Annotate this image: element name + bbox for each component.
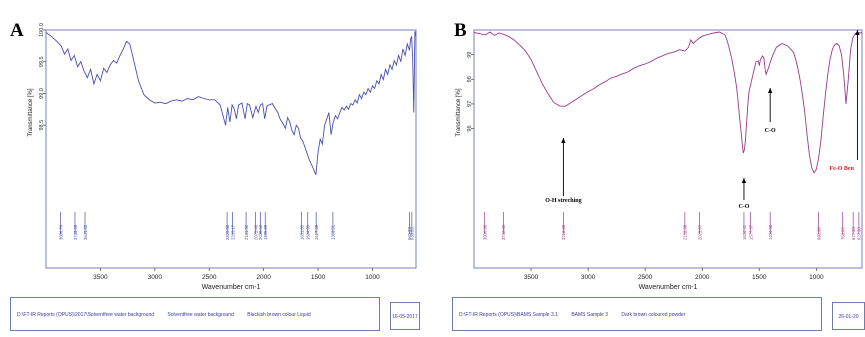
peak-label: 2285.17 xyxy=(230,224,235,240)
x-axis-label: Wavenumber cm-1 xyxy=(202,284,261,291)
panel-a-footer-path: D:\FT-IR Reports (OPUS)\2017\Solventfree… xyxy=(17,312,155,318)
panel-b: 99 98 97 96 3500 3000 2500 2000 1500 1000 Wavenumb… xyxy=(446,0,865,337)
x-tick-label: 3000 xyxy=(148,274,163,281)
y-tick-label: 98 xyxy=(467,76,473,82)
panel-b-footer: D:\FT-IR Reports (OPUS)\BAMS Sample 3.1 … xyxy=(452,297,822,331)
x-tick-label: 2000 xyxy=(256,274,271,281)
panel-b-letter: B xyxy=(454,20,467,41)
peak-label: 2152.38 xyxy=(683,224,688,240)
y-tick-label: 98.5 xyxy=(39,120,45,131)
peak-label: 1404.58 xyxy=(768,224,773,240)
panel-b-footer-path: D:\FT-IR Reports (OPUS)\BAMS Sample 3.1 xyxy=(459,312,558,318)
peak-label: 1594.95 xyxy=(306,224,311,240)
peak-label: 3742.46 xyxy=(501,224,506,240)
panel-b-footer-desc: Dark brown coloured powder xyxy=(621,312,686,318)
peak-label: 2030.53 xyxy=(258,224,263,240)
y-tick-label: 99.0 xyxy=(39,88,45,99)
peak-label: 1577.37 xyxy=(748,224,753,240)
y-tick-label: 97 xyxy=(467,101,473,107)
peak-label: 627.33 xyxy=(857,227,862,240)
panel-b-date: 26-01-20 xyxy=(832,302,865,330)
panel-a-letter: A xyxy=(10,20,24,41)
peak-label: 1517.59 xyxy=(314,224,319,240)
plot-frame xyxy=(473,29,863,269)
y-axis-label: Transmittance [%] xyxy=(28,88,34,136)
peak-label: 768.97 xyxy=(841,227,846,240)
spectrum-line xyxy=(45,31,417,175)
peak-label: 980.98 xyxy=(816,227,821,240)
y-tick-label: 100.0 xyxy=(39,23,45,37)
x-tick-label: 2000 xyxy=(695,274,710,281)
peak-label: 677.33 xyxy=(851,227,856,240)
y-tick-label: 96 xyxy=(467,125,473,131)
panel-a-footer-sample: Solventfree water background xyxy=(167,312,234,318)
spectrum-line xyxy=(473,31,863,174)
x-tick-label: 3500 xyxy=(93,274,108,281)
x-tick-label: 2500 xyxy=(202,274,217,281)
peak-label: 638.23 xyxy=(410,227,415,240)
ftir-chart-a: 100.0 99.5 99.0 98.5 3500 3000 2500 2000 1500 100… xyxy=(28,23,417,291)
annotation-co-2: C-O xyxy=(765,128,776,134)
annotation-feo-bending: Fe-O Ben xyxy=(829,166,854,172)
y-axis-label: Transmittance [%] xyxy=(456,88,462,136)
peak-label: 2161.50 xyxy=(244,224,249,240)
y-tick-label: 99 xyxy=(467,52,473,58)
x-tick-label: 3500 xyxy=(524,274,539,281)
peak-label: 1634.41 xyxy=(742,224,747,240)
annotation-co-2-arrowhead xyxy=(767,88,773,93)
peak-label: 2335.80 xyxy=(225,224,230,240)
annotation-oh-stretching-arrowhead xyxy=(561,138,566,143)
peak-label: 1651.82 xyxy=(299,224,304,240)
peak-label: 2073.40 xyxy=(253,224,258,240)
x-axis-label: Wavenumber cm-1 xyxy=(639,284,698,291)
annotation-co-1: C-O xyxy=(738,204,749,210)
annotation-oh-stretching: O-H streching xyxy=(545,198,581,204)
annotation-co-1-arrowhead xyxy=(741,178,747,183)
peak-label: 3866.74 xyxy=(58,224,63,240)
panel-a: 100.0 99.5 99.0 98.5 3500 3000 2500 2000 1500 100… xyxy=(4,0,429,337)
x-tick-label: 2500 xyxy=(638,274,653,281)
panel-a-date: 16-05-2017 xyxy=(390,302,420,330)
peak-label: 3733.69 xyxy=(73,224,78,240)
peak-label: 3906.36 xyxy=(482,224,487,240)
peak-label: 3641.55 xyxy=(83,224,88,240)
panel-a-footer: D:\FT-IR Reports (OPUS)\2017\Solventfree… xyxy=(10,297,380,331)
x-tick-label: 1500 xyxy=(311,274,326,281)
x-tick-label: 1500 xyxy=(752,274,767,281)
peak-label: 1985.29 xyxy=(263,224,268,240)
annotation-feo-bending-arrowhead xyxy=(855,30,860,35)
x-tick-label: 1000 xyxy=(809,274,824,281)
y-tick-label: 99.5 xyxy=(39,56,45,67)
x-tick-label: 3000 xyxy=(581,274,596,281)
peak-label: 2023.67 xyxy=(697,224,702,240)
panel-a-footer-desc: Blackish brown colour Liquid xyxy=(247,312,311,318)
peak-label: 660.23 xyxy=(407,227,412,240)
peak-label: 3216.60 xyxy=(561,224,566,240)
peak-label: 1363.51 xyxy=(331,224,336,240)
ftir-chart-b: 99 98 97 96 3500 3000 2500 2000 1500 1000 Wavenumb… xyxy=(456,29,863,291)
x-tick-label: 1000 xyxy=(365,274,380,281)
panel-b-footer-sample: BAMS Sample 3 xyxy=(571,312,608,318)
